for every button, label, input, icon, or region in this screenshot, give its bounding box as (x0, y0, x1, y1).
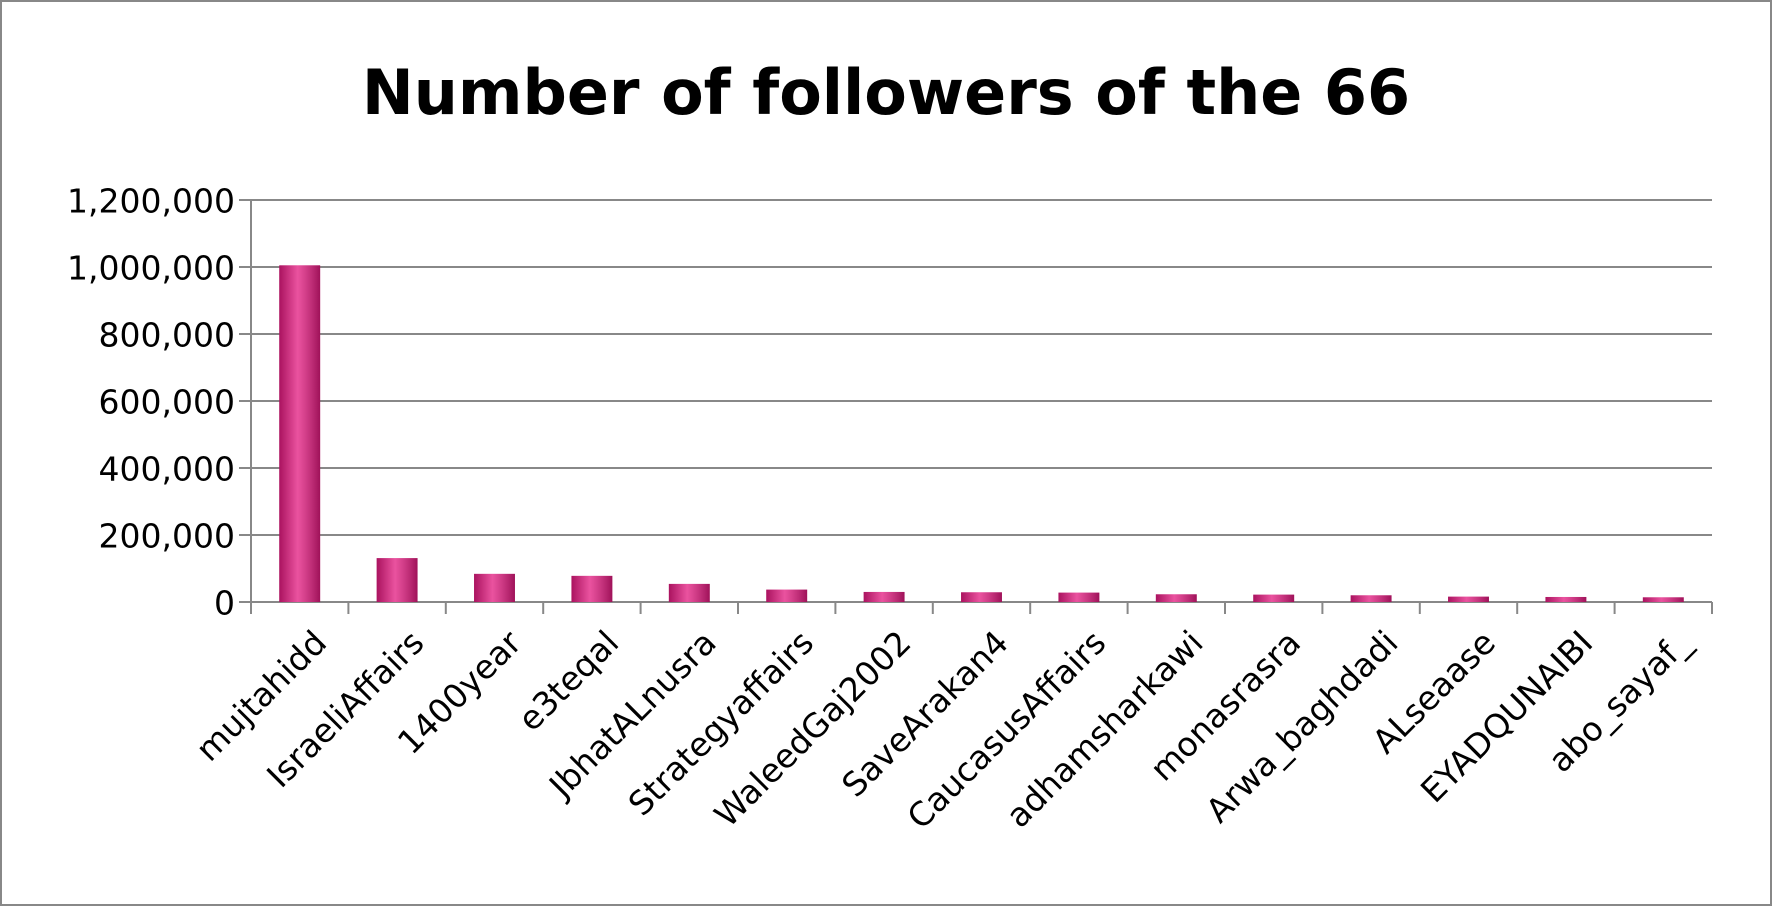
bar-shade (279, 265, 321, 602)
bar-shade (1642, 597, 1684, 602)
bar-shade (668, 583, 710, 602)
bar-shade (474, 573, 515, 602)
y-tick-label: 800,000 (99, 316, 235, 355)
bar-shade (376, 558, 418, 602)
bar-shade (766, 589, 808, 602)
bar-shade (863, 591, 905, 602)
y-tick-label: 400,000 (99, 450, 235, 489)
y-tick-label: 0 (214, 584, 235, 623)
y-tick-label: 1,200,000 (67, 182, 235, 221)
y-tick-label: 1,000,000 (67, 249, 235, 288)
y-tick-label: 600,000 (99, 383, 235, 422)
bar-shade (571, 575, 613, 602)
bar-shade (1448, 596, 1489, 602)
y-tick-label: 200,000 (99, 517, 235, 556)
bar-shade (1155, 594, 1197, 602)
chart-title: Number of followers of the 66 (362, 56, 1410, 129)
bar-shade (1253, 594, 1295, 602)
bar-shade (1350, 595, 1392, 602)
bar-shade (1545, 596, 1587, 602)
bar-shade (1058, 592, 1100, 602)
bar-shade (961, 592, 1002, 602)
